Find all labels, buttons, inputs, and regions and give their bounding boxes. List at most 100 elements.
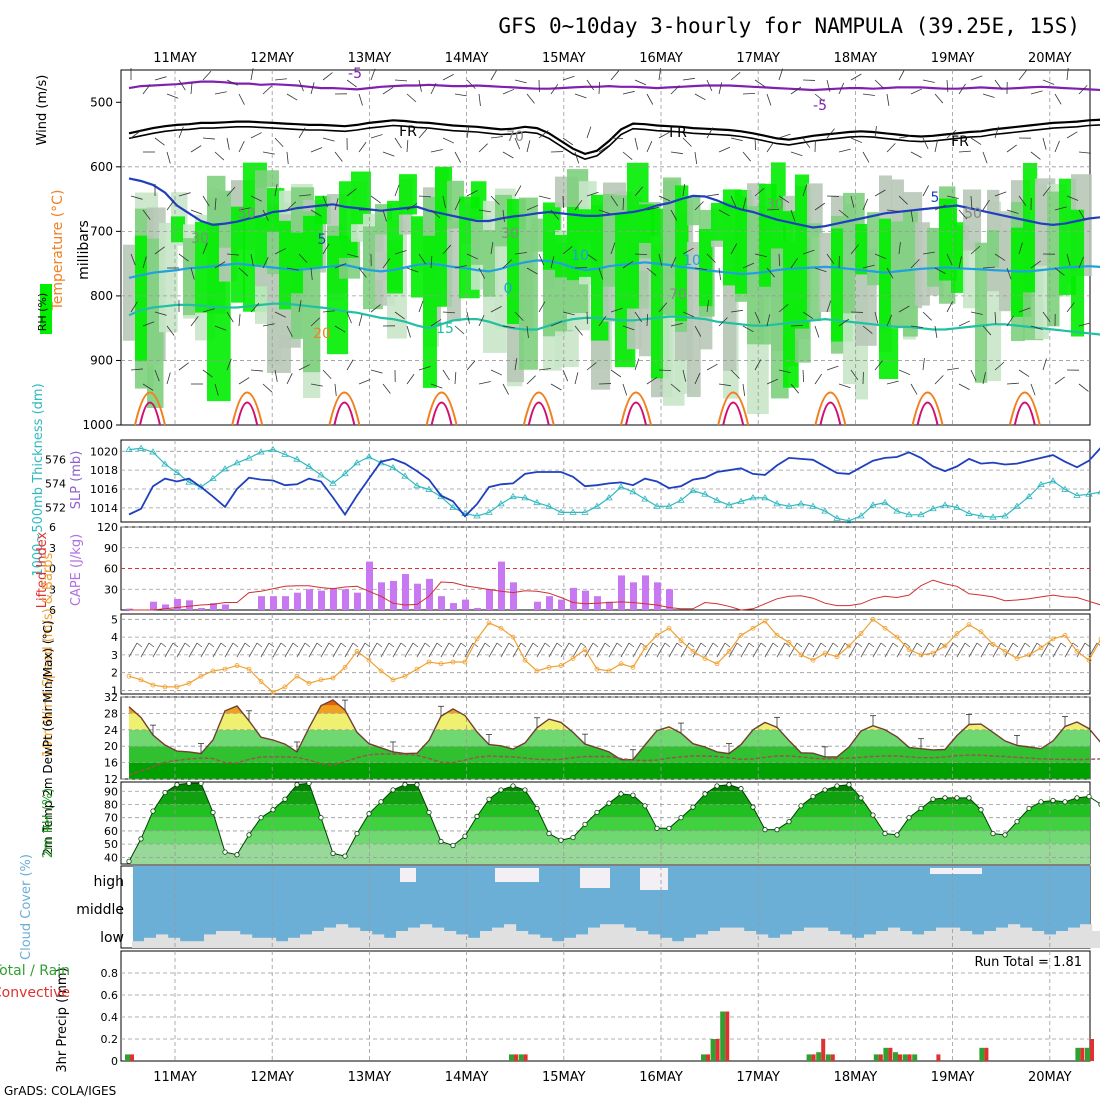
- wind-barb: [904, 642, 911, 648]
- day-label: 14MAY: [445, 1070, 489, 1085]
- dewpt-line: [128, 753, 1100, 776]
- wind-barb: [1054, 140, 1060, 153]
- rh-shade: [963, 189, 982, 251]
- wind-barb: [712, 642, 719, 648]
- cloud-low: [960, 931, 973, 948]
- wind-speed-point: [1026, 652, 1032, 658]
- wind-speed-point: [750, 625, 756, 631]
- wind-barb: [238, 267, 249, 277]
- day-label: 18MAY: [834, 51, 878, 66]
- wind-barb: [412, 642, 419, 648]
- wind-barb: [752, 642, 762, 658]
- wind-barb: [538, 368, 551, 371]
- wind-barb: [704, 642, 714, 658]
- thickness-point: [581, 508, 589, 515]
- temp-line: [128, 699, 1100, 761]
- cloud-low: [1032, 931, 1045, 948]
- wind-barb: [514, 79, 527, 84]
- rh-point: [138, 836, 144, 842]
- thickness-point: [689, 486, 697, 494]
- wind-barb: [586, 126, 592, 139]
- wind-barb: [880, 642, 887, 648]
- precip-total-bar: [873, 1054, 879, 1061]
- wind-barb: [994, 191, 1007, 197]
- wind-barb: [856, 642, 863, 648]
- wind-barb: [718, 317, 728, 327]
- wind-barb: [730, 195, 737, 208]
- thickness-point: [389, 463, 397, 471]
- wind-barb: [838, 383, 851, 389]
- cloud-low: [408, 927, 421, 948]
- wind-barb: [298, 300, 302, 313]
- wind-barb: [646, 93, 654, 105]
- cape-bar: [570, 587, 577, 610]
- wind-barb: [304, 642, 311, 648]
- wind-barb: [670, 85, 680, 95]
- wind-barb: [716, 642, 726, 658]
- wind-barb: [754, 187, 765, 197]
- cloud-low: [660, 937, 673, 948]
- rh-point: [1074, 795, 1080, 801]
- wind-barb: [538, 195, 551, 200]
- wind-barb: [202, 195, 210, 207]
- wind-barb: [214, 198, 217, 211]
- cloud-low: [1020, 927, 1033, 948]
- wind-barb: [754, 253, 767, 258]
- cloud-low: [360, 931, 373, 948]
- thickness-point: [269, 445, 277, 453]
- wind-speed-point: [1098, 636, 1100, 642]
- wind-barb: [694, 201, 704, 211]
- rh-point: [150, 808, 156, 814]
- wind-barb: [310, 267, 313, 280]
- cape-bar: [294, 592, 301, 610]
- wind-barb: [178, 79, 186, 91]
- wind-speed-point: [510, 634, 516, 640]
- tick-label: 500: [90, 95, 113, 109]
- wind-barb: [778, 253, 781, 267]
- legend-label: Convective: [0, 985, 70, 1001]
- wind-barb: [814, 202, 826, 211]
- wind-barb: [1040, 642, 1050, 658]
- wind-barb: [664, 642, 671, 648]
- wind-barb: [604, 642, 611, 648]
- wind-barb: [550, 256, 555, 269]
- precip-conv-bar: [878, 1054, 883, 1061]
- wind-barb: [334, 198, 339, 211]
- rh-point: [906, 815, 912, 821]
- cape-bar: [618, 575, 625, 610]
- wind-barb: [1042, 137, 1047, 150]
- thickness-point: [713, 496, 721, 503]
- wind-barb: [874, 311, 879, 324]
- wind-barb: [826, 79, 831, 92]
- cape-bar: [306, 589, 313, 610]
- cloud-low: [720, 927, 733, 948]
- wind-barb: [406, 140, 409, 153]
- wind-speed-point: [618, 661, 624, 667]
- wind-barb: [502, 259, 512, 269]
- wind-barb: [742, 262, 755, 269]
- wind-barb: [514, 358, 518, 371]
- rh-point: [1050, 797, 1056, 804]
- wind-barb: [322, 310, 335, 313]
- wind-barb: [718, 383, 731, 387]
- wind-barb: [238, 207, 251, 211]
- rh-shade: [639, 204, 655, 243]
- wind-barb: [1042, 79, 1055, 85]
- wind-barb: [1036, 642, 1043, 648]
- wind-barb: [784, 642, 791, 648]
- cloud-low: [444, 931, 457, 948]
- wind-barb: [934, 267, 946, 274]
- thickness-line: [128, 447, 1100, 522]
- wind-barb: [526, 325, 529, 338]
- rh-shade: [687, 242, 701, 398]
- wind-barb: [268, 642, 275, 648]
- wind-barb: [946, 367, 959, 371]
- wind-barb: [898, 305, 910, 313]
- contour-label: 20: [313, 326, 331, 342]
- wind-barb: [406, 325, 411, 338]
- cloud-low: [864, 934, 877, 948]
- wind-barb: [598, 267, 604, 280]
- li-line: [129, 579, 1100, 611]
- thickness-point: [293, 455, 301, 462]
- wind-speed-point: [174, 684, 180, 690]
